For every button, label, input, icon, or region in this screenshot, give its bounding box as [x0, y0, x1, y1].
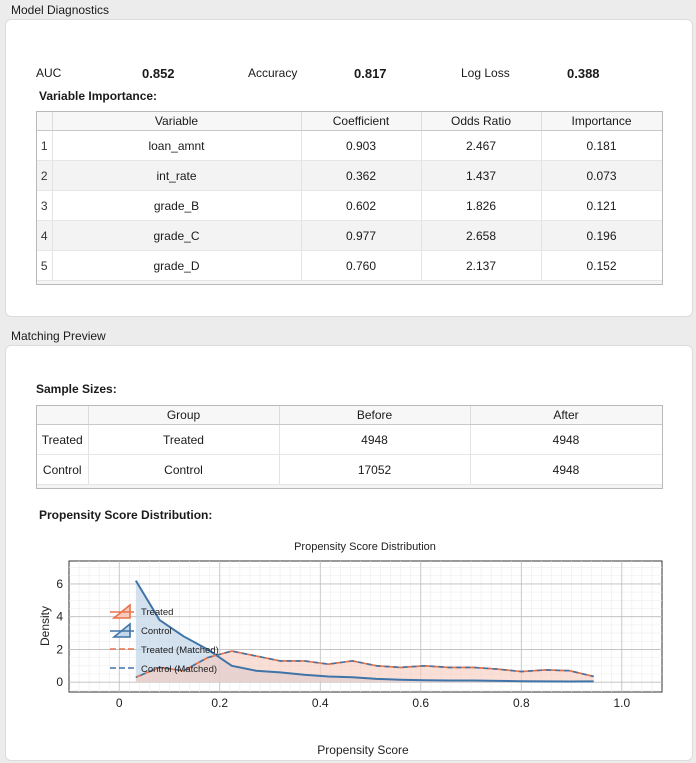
coefficient-cell: 0.977: [301, 220, 422, 251]
treated-area: [135, 651, 594, 683]
model-diagnostics-panel: AUC 0.852 Accuracy 0.817 Log Loss 0.388 …: [5, 19, 693, 317]
legend-label: Control: [141, 626, 172, 637]
y-tick-label: 4: [56, 610, 63, 624]
y-axis-label: Density: [38, 606, 52, 646]
variable-importance-title: Variable Importance:: [39, 89, 158, 103]
chart-title: Propensity Score Distribution: [294, 541, 436, 553]
index-header: [37, 112, 53, 131]
y-tick-label: 2: [56, 642, 63, 656]
column-header[interactable]: Importance: [541, 112, 662, 131]
table-row[interactable]: 2 int_rate 0.362 1.437 0.073: [37, 160, 662, 191]
table-row[interactable]: 3 grade_B 0.602 1.826 0.121: [37, 190, 662, 221]
odds-ratio-cell: 1.826: [421, 190, 542, 221]
column-header[interactable]: Before: [279, 406, 471, 425]
x-tick-label: 0.2: [211, 696, 228, 710]
model-diagnostics-title: Model Diagnostics: [11, 3, 110, 17]
importance-cell: 0.152: [541, 250, 662, 281]
x-tick-label: 0.8: [513, 696, 530, 710]
variable-importance-table: Variable Coefficient Odds Ratio Importan…: [37, 112, 662, 281]
accuracy-label: Accuracy: [248, 66, 298, 80]
variable-importance-table-wrap[interactable]: Variable Coefficient Odds Ratio Importan…: [36, 111, 663, 285]
after-cell: 4948: [470, 424, 662, 455]
x-tick-label: 0: [116, 696, 123, 710]
row-index: 4: [37, 220, 53, 251]
logloss-label: Log Loss: [461, 66, 510, 80]
legend-label: Control (Matched): [141, 664, 217, 675]
column-header[interactable]: Coefficient: [301, 112, 422, 131]
legend-label: Treated (Matched): [141, 645, 219, 656]
odds-ratio-cell: 1.437: [421, 160, 542, 191]
coefficient-cell: 0.602: [301, 190, 422, 221]
before-cell: 17052: [279, 454, 471, 485]
coefficient-cell: 0.903: [301, 130, 422, 161]
table-row[interactable]: 4 grade_C 0.977 2.658 0.196: [37, 220, 662, 251]
auc-label: AUC: [36, 66, 62, 80]
matching-preview-panel: Sample Sizes: Group Before After Treated…: [5, 345, 693, 761]
control-line: [134, 580, 594, 683]
importance-cell: 0.196: [541, 220, 662, 251]
series-lines: [134, 580, 594, 683]
group-cell: Treated: [88, 424, 280, 455]
importance-cell: 0.073: [541, 160, 662, 191]
sample-sizes-table-wrap[interactable]: Group Before After Treated Treated 4948 …: [36, 405, 663, 489]
chart-legend: Treated Control Treated (Matched) Control (…: [110, 603, 219, 675]
table-header-row: Variable Coefficient Odds Ratio Importan…: [37, 112, 662, 131]
auc-value: 0.852: [142, 66, 175, 81]
after-cell: 4948: [470, 454, 662, 485]
x-axis-label: Propensity Score: [317, 743, 409, 757]
table-row[interactable]: 1 loan_amnt 0.903 2.467 0.181: [37, 130, 662, 161]
x-tick-label: 0.6: [412, 696, 429, 710]
x-tick-label: 0.4: [312, 696, 329, 710]
coefficient-cell: 0.760: [301, 250, 422, 281]
legend-label: Treated: [141, 607, 173, 618]
importance-cell: 0.181: [541, 130, 662, 161]
table-row[interactable]: Control Control 17052 4948: [37, 454, 662, 485]
before-cell: 4948: [279, 424, 471, 455]
coefficient-cell: 0.362: [301, 160, 422, 191]
variable-cell: grade_D: [52, 250, 302, 281]
x-tick-label: 1.0: [613, 696, 630, 710]
row-index: Treated: [37, 424, 89, 455]
sample-sizes-title: Sample Sizes:: [36, 382, 117, 396]
propensity-chart: Propensity Score Distribution Treated Con…: [38, 541, 663, 757]
index-header: [37, 406, 89, 425]
metrics-row: AUC 0.852 Accuracy 0.817 Log Loss 0.388: [6, 66, 692, 86]
importance-cell: 0.121: [541, 190, 662, 221]
column-header[interactable]: Variable: [52, 112, 302, 131]
column-header[interactable]: Group: [88, 406, 280, 425]
row-index: 3: [37, 190, 53, 221]
table-row[interactable]: 5 grade_D 0.760 2.137 0.152: [37, 250, 662, 281]
variable-cell: int_rate: [52, 160, 302, 191]
row-index: 2: [37, 160, 53, 191]
variable-cell: grade_C: [52, 220, 302, 251]
row-index: 5: [37, 250, 53, 281]
row-index: 1: [37, 130, 53, 161]
control-matched-line: [135, 650, 594, 679]
axis-ticks: 0 0.2 0.4 0.6 0.8 1.0 0 2 4 6: [56, 577, 630, 710]
variable-cell: loan_amnt: [52, 130, 302, 161]
logloss-value: 0.388: [567, 66, 600, 81]
odds-ratio-cell: 2.137: [421, 250, 542, 281]
odds-ratio-cell: 2.658: [421, 220, 542, 251]
y-tick-label: 6: [56, 577, 63, 591]
y-tick-label: 0: [56, 675, 63, 689]
group-cell: Control: [88, 454, 280, 485]
accuracy-value: 0.817: [354, 66, 387, 81]
variable-cell: grade_B: [52, 190, 302, 221]
sample-sizes-table: Group Before After Treated Treated 4948 …: [37, 406, 662, 485]
column-header[interactable]: After: [470, 406, 662, 425]
row-index: Control: [37, 454, 89, 485]
odds-ratio-cell: 2.467: [421, 130, 542, 161]
table-header-row: Group Before After: [37, 406, 662, 425]
column-header[interactable]: Odds Ratio: [421, 112, 542, 131]
series-areas: [135, 580, 594, 683]
table-row[interactable]: Treated Treated 4948 4948: [37, 424, 662, 455]
matching-preview-title: Matching Preview: [11, 329, 106, 343]
propensity-title: Propensity Score Distribution:: [39, 508, 213, 522]
